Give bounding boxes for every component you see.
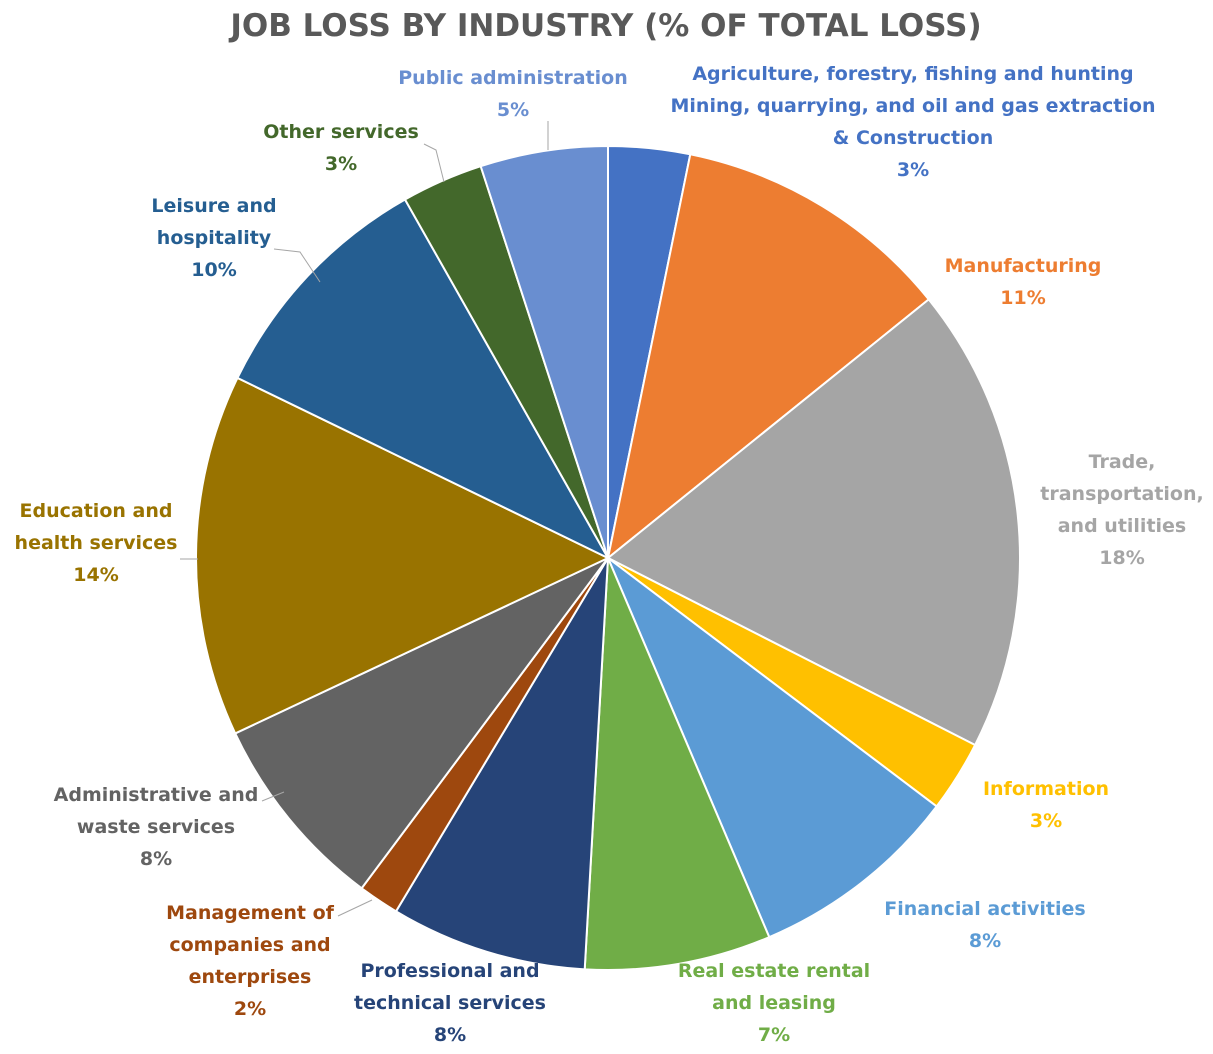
slice-label-6: Professional and technical services 8% <box>354 960 546 1046</box>
slice-category-label: Mining, quarrying, and oil and gas extra… <box>671 95 1156 117</box>
slice-category-label: Education and <box>20 500 173 522</box>
pie-slice-4 <box>605 554 939 939</box>
slice-label-12: Public administration 5% <box>398 67 627 121</box>
pie-slice-8 <box>233 557 609 890</box>
slice-category-label: enterprises <box>189 966 312 988</box>
pie-slice-5 <box>583 557 771 971</box>
slice-value-label: 2% <box>234 998 266 1020</box>
leader-line-7 <box>337 899 373 917</box>
pie-slice-6 <box>394 557 609 971</box>
slice-category-label: Management of <box>166 902 335 924</box>
slice-category-label: Trade, <box>1089 451 1156 473</box>
slice-category-label: Financial activities <box>884 898 1085 920</box>
slice-category-label: waste services <box>77 816 235 838</box>
slice-category-label: Administrative and <box>54 784 259 806</box>
pie-slice-2 <box>606 297 1021 747</box>
slice-value-label: 8% <box>140 848 172 870</box>
slice-category-label: health services <box>15 532 178 554</box>
slice-category-label: Manufacturing <box>945 255 1102 277</box>
slice-value-label: 3% <box>1030 810 1062 832</box>
slice-label-8: Administrative and waste services 8% <box>54 784 259 870</box>
slice-category-label: Other services <box>263 121 419 143</box>
slice-value-label: 18% <box>1099 547 1144 569</box>
slice-label-4: Financial activities 8% <box>884 898 1085 952</box>
slice-category-label: Public administration <box>398 67 627 89</box>
slice-category-label: Professional and <box>360 960 539 982</box>
slice-value-label: 3% <box>325 153 357 175</box>
slice-category-label: Information <box>983 778 1109 800</box>
slice-value-label: 10% <box>191 259 236 281</box>
pie-slice-9 <box>195 376 611 735</box>
slice-category-label: Agriculture, forestry, fishing and hunti… <box>692 63 1133 85</box>
slice-label-5: Real estate rental and leasing 7% <box>678 960 870 1046</box>
slice-category-label: Real estate rental <box>678 960 870 982</box>
pie-slice-10 <box>236 198 611 561</box>
slice-label-10: Leisure and hospitality 10% <box>151 195 276 281</box>
pie-slice-1 <box>606 153 931 561</box>
slice-value-label: 8% <box>969 930 1001 952</box>
leader-line-11 <box>423 143 445 183</box>
slice-label-0: Agriculture, forestry, fishing and hunti… <box>671 63 1156 181</box>
slice-category-label: companies and <box>169 934 330 956</box>
leader-line-8 <box>261 791 285 802</box>
slice-value-label: 14% <box>73 564 118 586</box>
slice-category-label: & Construction <box>833 127 993 149</box>
slice-category-label: technical services <box>354 992 546 1014</box>
pie-slice-12 <box>479 144 609 559</box>
slice-label-1: Manufacturing 11% <box>945 255 1102 309</box>
slice-label-2: Trade, transportation, and utilities 18% <box>1040 451 1203 569</box>
slice-value-label: 7% <box>758 1024 790 1046</box>
slice-label-11: Other services 3% <box>263 121 419 175</box>
slice-label-3: Information 3% <box>983 778 1109 832</box>
slice-category-label: hospitality <box>157 227 272 249</box>
slice-category-label: transportation, <box>1040 483 1203 505</box>
slice-category-label: and leasing <box>712 992 836 1014</box>
slice-category-label: and utilities <box>1058 515 1187 537</box>
slice-value-label: 3% <box>897 159 929 181</box>
chart-title: JOB LOSS BY INDUSTRY (% OF TOTAL LOSS) <box>228 8 981 44</box>
slice-label-9: Education and health services 14% <box>15 500 178 586</box>
slice-value-label: 5% <box>497 99 529 121</box>
slice-category-label: Leisure and <box>151 195 276 217</box>
leader-line-10 <box>273 248 321 283</box>
slice-value-label: 11% <box>1000 287 1045 309</box>
slice-label-7: Management of companies and enterprises 2% <box>166 902 335 1020</box>
slice-value-label: 8% <box>434 1024 466 1046</box>
